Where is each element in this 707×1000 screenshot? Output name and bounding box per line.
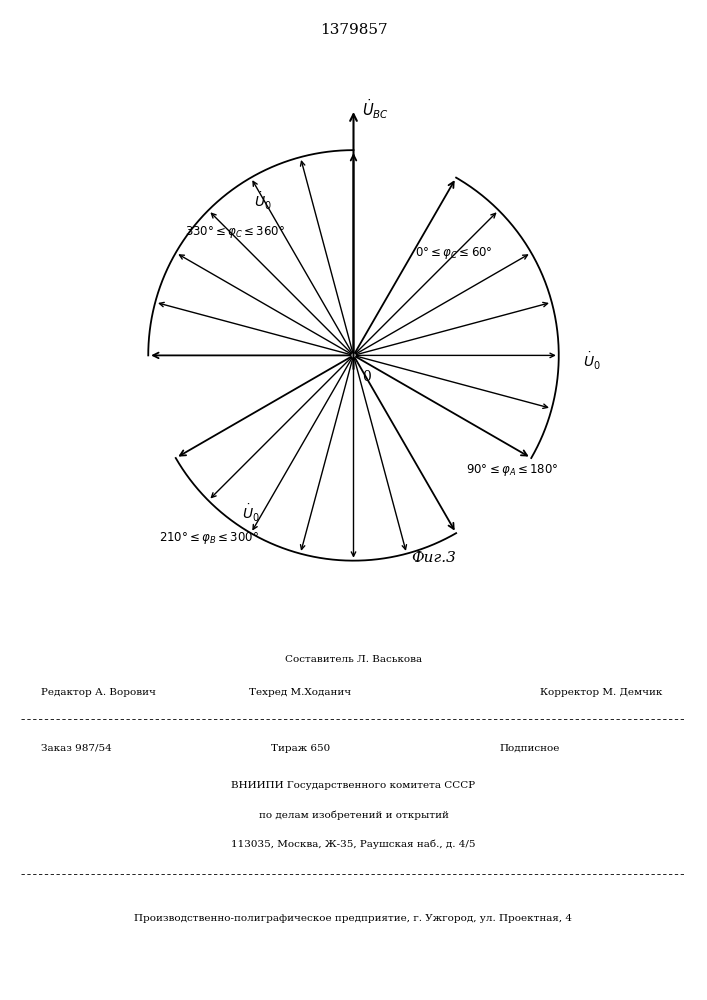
Text: $\dot{U}_0$: $\dot{U}_0$	[242, 503, 259, 524]
Text: Заказ 987/54: Заказ 987/54	[41, 744, 112, 753]
Text: Производственно-полиграфическое предприятие, г. Ужгород, ул. Проектная, 4: Производственно-полиграфическое предприя…	[134, 914, 573, 923]
Text: $0°\leq\varphi_C\leq60°$: $0°\leq\varphi_C\leq60°$	[415, 245, 493, 261]
Text: Техред М.Ходанич: Техред М.Ходанич	[250, 688, 351, 697]
Text: $330°\leq\varphi_C\leq360°$: $330°\leq\varphi_C\leq360°$	[185, 224, 286, 240]
Text: Фиг.3: Фиг.3	[411, 551, 456, 565]
Text: $\dot{U}_{BC}$: $\dot{U}_{BC}$	[362, 98, 389, 121]
Text: Подписное: Подписное	[500, 744, 560, 753]
Text: $\dot{U}_0$: $\dot{U}_0$	[254, 191, 271, 212]
Text: ВНИИПИ Государственного комитета СССР: ВНИИПИ Государственного комитета СССР	[231, 781, 476, 790]
Text: Корректор М. Демчик: Корректор М. Демчик	[539, 688, 662, 697]
Text: Редактор А. Ворович: Редактор А. Ворович	[41, 688, 156, 697]
Text: $\dot{U}_0$: $\dot{U}_0$	[583, 351, 601, 372]
Text: 0: 0	[362, 370, 370, 384]
Text: 1379857: 1379857	[320, 23, 387, 37]
Text: Тираж 650: Тираж 650	[271, 744, 330, 753]
Text: по делам изобретений и открытий: по делам изобретений и открытий	[259, 810, 448, 820]
Text: $90°\leq\varphi_A\leq180°$: $90°\leq\varphi_A\leq180°$	[467, 462, 559, 478]
Text: 113035, Москва, Ж-35, Раушская наб., д. 4/5: 113035, Москва, Ж-35, Раушская наб., д. …	[231, 840, 476, 849]
Text: $210°\leq\varphi_B\leq300°$: $210°\leq\varphi_B\leq300°$	[158, 530, 259, 546]
Text: Составитель Л. Васькова: Составитель Л. Васькова	[285, 655, 422, 664]
